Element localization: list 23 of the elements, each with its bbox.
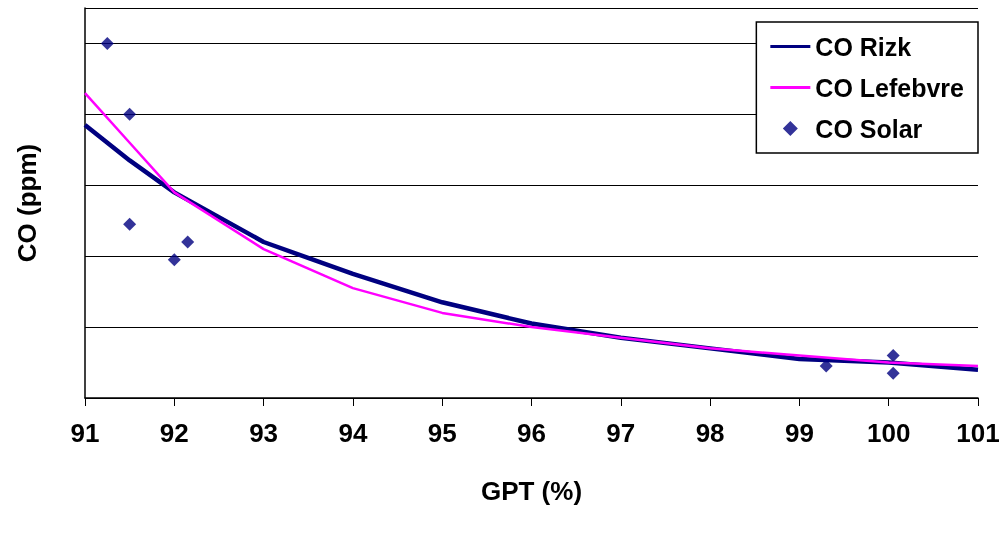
x-tick-label: 96 (517, 418, 546, 448)
legend-label: CO Solar (815, 114, 923, 143)
point (886, 366, 900, 380)
x-tick-label: 101 (956, 418, 1000, 448)
x-tick-label: 98 (695, 418, 725, 448)
legend-label: CO Rizk (815, 32, 912, 61)
point (886, 348, 900, 362)
x-tick-label: 100 (867, 418, 911, 448)
x-tick-label: 91 (70, 418, 100, 448)
x-tick-label: 93 (249, 418, 279, 448)
x-tick-label: 99 (784, 418, 814, 448)
x-tick-label: 92 (159, 418, 189, 448)
point (123, 217, 137, 231)
legend-label: CO Lefebvre (815, 73, 965, 102)
x-tick-label: 95 (427, 418, 457, 448)
x-tick-label: 94 (338, 418, 368, 448)
point (100, 36, 114, 50)
x-axis-title: GPT (%) (480, 476, 583, 506)
point (181, 235, 195, 249)
y-axis-title: CO (ppm) (12, 143, 42, 263)
point (167, 253, 181, 267)
point (123, 107, 137, 121)
x-tick-label: 97 (606, 418, 636, 448)
